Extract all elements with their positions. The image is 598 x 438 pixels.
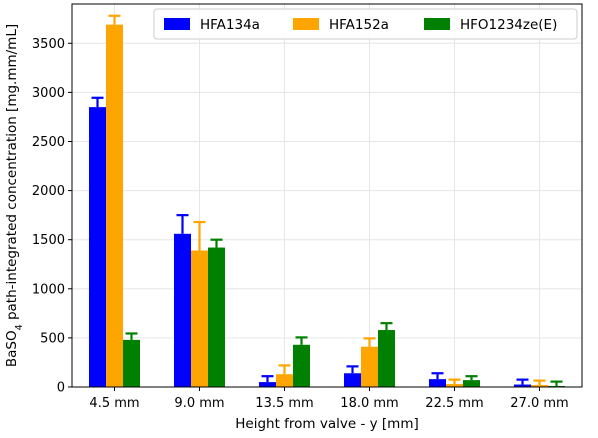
y-axis-title: BaSO4 path-integrated concentration [mg.… xyxy=(4,24,25,367)
x-tick-label: 22.5 mm xyxy=(425,396,483,411)
bar xyxy=(106,24,123,387)
y-tick-label: 3500 xyxy=(32,37,65,52)
bars xyxy=(89,24,565,387)
y-tick-label: 1000 xyxy=(32,282,65,297)
y-tick-label: 2500 xyxy=(32,135,65,150)
x-axis-ticks: 4.5 mm 9.0 mm 13.5 mm 18.0 mm 22.5 mm 27.0 mm xyxy=(89,387,569,411)
y-tick-label: 3000 xyxy=(32,86,65,101)
bar xyxy=(123,339,140,387)
legend-label: HFA134a xyxy=(200,17,260,33)
plot-frame xyxy=(71,3,583,388)
x-tick-label: 4.5 mm xyxy=(89,396,139,411)
bar xyxy=(174,233,191,387)
y-axis-title-prefix: BaSO xyxy=(4,330,20,367)
x-tick-label: 13.5 mm xyxy=(255,396,313,411)
legend-swatch xyxy=(424,18,450,30)
bar xyxy=(429,379,446,387)
y-tick-label: 500 xyxy=(40,331,65,346)
bar xyxy=(531,385,548,387)
bar xyxy=(378,330,395,387)
bar xyxy=(361,346,378,387)
legend: HFA134a HFA152a HFO1234ze(E) xyxy=(153,8,578,40)
legend-label: HFA152a xyxy=(329,17,389,33)
bar xyxy=(463,380,480,387)
bar xyxy=(514,384,531,387)
bar xyxy=(446,384,463,387)
error-bars xyxy=(91,14,563,387)
bar xyxy=(276,374,293,387)
bar xyxy=(259,382,276,387)
y-axis-title-suffix: path-integrated concentration [mg.mm/mL] xyxy=(4,24,20,324)
bar xyxy=(293,344,310,387)
y-axis-title-subscript: 4 xyxy=(14,324,25,330)
legend-label: HFO1234ze(E) xyxy=(460,17,557,33)
y-tick-label: 2000 xyxy=(32,184,65,199)
bar xyxy=(208,247,225,387)
bar xyxy=(89,107,106,387)
y-tick-label: 1500 xyxy=(32,233,65,248)
x-axis-title: Height from valve - y [mm] xyxy=(235,416,419,432)
x-tick-label: 18.0 mm xyxy=(340,396,398,411)
legend-box xyxy=(153,8,578,40)
y-tick-label: 0 xyxy=(57,381,65,396)
bar xyxy=(344,373,361,387)
y-axis-ticks: 0 500 1000 1500 2000 2500 3000 3500 xyxy=(32,37,72,396)
x-tick-label: 27.0 mm xyxy=(510,396,568,411)
bar xyxy=(191,250,208,387)
x-tick-label: 9.0 mm xyxy=(174,396,224,411)
legend-swatch xyxy=(293,18,319,30)
legend-swatch xyxy=(164,18,190,30)
gridlines xyxy=(72,4,582,388)
